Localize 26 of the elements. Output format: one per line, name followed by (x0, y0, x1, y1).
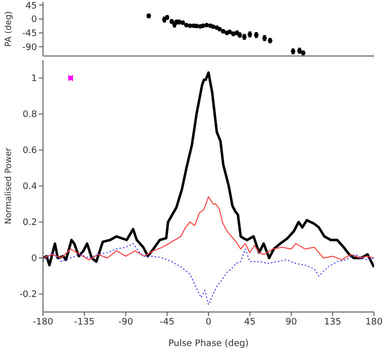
y-tick-label: 0.4 (22, 182, 38, 192)
y-axis-title: Normalised Power (4, 147, 14, 224)
line-series (43, 196, 374, 260)
y-tick-label: -90 (22, 42, 38, 53)
y-tick-label: 0 (31, 15, 38, 26)
x-tick-label: -90 (118, 317, 134, 328)
x-tick-label: -180 (32, 317, 54, 328)
line-series (43, 243, 374, 306)
x-tick-label: -135 (74, 317, 95, 328)
x-tick-label: 180 (365, 317, 382, 328)
y-tick-label: 0.6 (22, 146, 38, 156)
y-tick-label: 0 (31, 254, 38, 264)
x-tick-label: -45 (160, 317, 174, 328)
x-tick-label: 45 (244, 317, 256, 328)
y-tick-label: 0.2 (22, 218, 37, 228)
x-tick-label: 135 (324, 317, 342, 328)
y-tick-label: 1 (31, 74, 37, 84)
y-tick-label: 0.8 (22, 110, 38, 120)
line-series (43, 71, 374, 268)
y-axis-title: PA (deg) (4, 11, 14, 47)
y-tick-label: 45 (26, 1, 37, 12)
x-tick-label: 0 (206, 317, 212, 328)
y-tick-label: -45 (22, 29, 37, 40)
x-axis-title: Pulse Phase (deg) (168, 339, 249, 348)
y-tick-label: -0.2 (19, 290, 37, 300)
x-tick-label: 90 (286, 317, 298, 328)
